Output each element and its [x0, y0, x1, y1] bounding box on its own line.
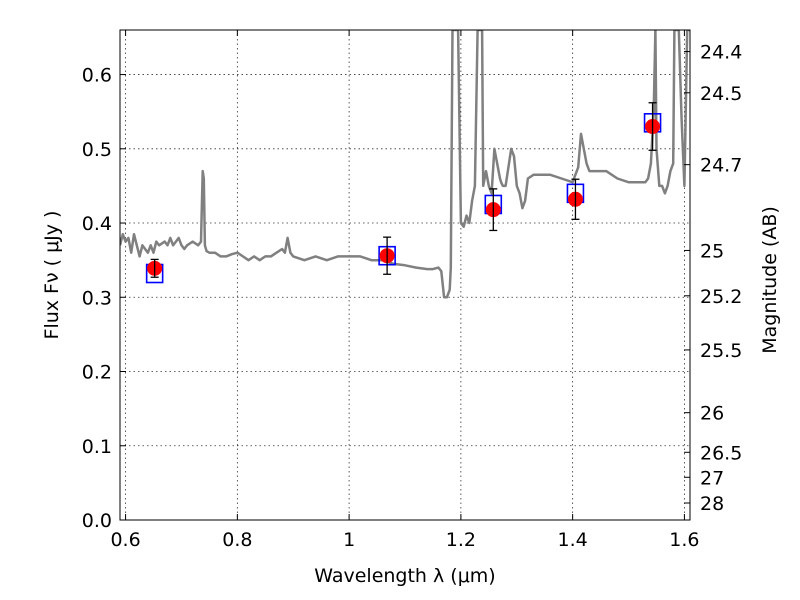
plot-area: [120, 30, 690, 299]
y-tick-label: 0.0: [82, 510, 112, 532]
right-tick-label: 25.2: [700, 286, 742, 308]
x-tick-label: 1: [343, 529, 355, 551]
x-tick-label: 0.6: [110, 529, 140, 551]
axis-ticks: 0.6 0.8 1 1.2 1.4 1.6 0.0 0.1 0.2 0.3 0.4 0.5 0.6 24.…: [82, 30, 742, 551]
right-tick-label: 24.5: [700, 83, 742, 105]
y-tick-label: 0.2: [82, 362, 112, 384]
right-tick-label: 26: [700, 403, 724, 425]
x-tick-label: 1.4: [558, 529, 588, 551]
x-tick-label: 0.8: [222, 529, 252, 551]
right-tick-label: 25.5: [700, 340, 742, 362]
y-tick-label: 0.1: [82, 436, 112, 458]
right-tick-label: 26.5: [700, 442, 742, 464]
y-tick-label: 0.3: [82, 287, 112, 309]
x-tick-label: 1.2: [446, 529, 476, 551]
y-tick-label: 0.4: [82, 213, 112, 235]
right-tick-label: 28: [700, 493, 724, 515]
y-tick-label: 0.5: [82, 139, 112, 161]
right-tick-label: 24.7: [700, 155, 742, 177]
right-axis-label: Magnitude (AB): [759, 206, 781, 354]
right-tick-label: 25: [700, 240, 724, 262]
right-tick-label: 24.4: [700, 42, 742, 64]
y-tick-label: 0.6: [82, 65, 112, 87]
x-tick-label: 1.6: [669, 529, 699, 551]
model-spectrum-line: [120, 30, 690, 299]
y-axis-label: Flux Fν ( μJy ): [41, 211, 63, 340]
right-tick-label: 27: [700, 467, 724, 489]
plot-frame: [119, 29, 691, 521]
x-axis-label: Wavelength λ (μm): [314, 565, 495, 587]
grid-lines: [120, 30, 690, 521]
